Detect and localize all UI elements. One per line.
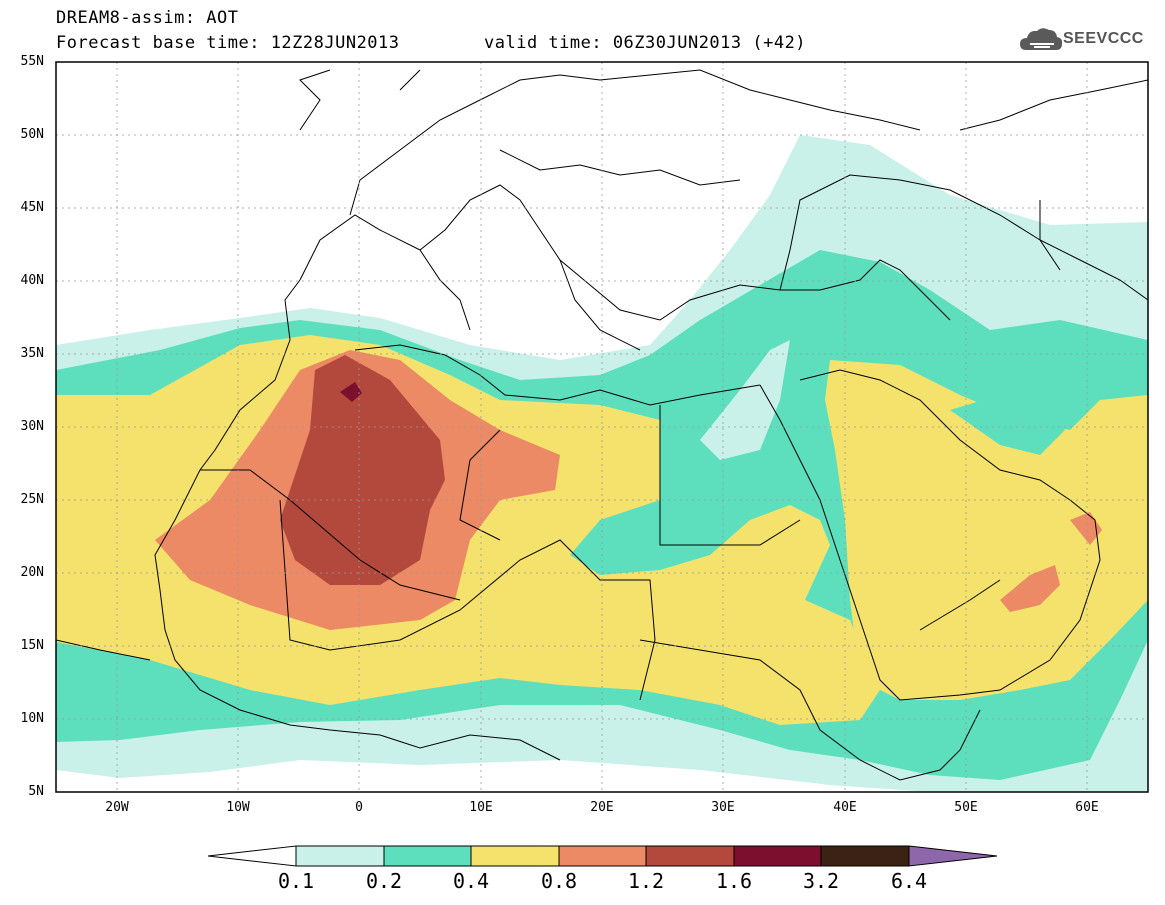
colorbar-label: 0.4 [452,869,490,893]
map-frame [55,61,1149,793]
aot-band-0.2-gulf [950,395,1065,455]
lon-label: 10E [469,800,493,815]
colorbar-label: 0.1 [277,869,315,893]
valid-time: valid time: 06Z30JUN2013 (+42) [484,33,807,53]
lat-label: 50N [20,127,44,142]
lat-label: 55N [20,54,44,69]
aot-band-0.8-oman [1000,565,1060,612]
lon-label: 10W [226,800,250,815]
country-borders [56,69,1148,781]
colorbar-label: 0.2 [365,869,403,893]
lon-label: 30E [711,800,735,815]
colorbar-label: 1.6 [715,869,753,893]
lat-label: 25N [20,492,44,507]
colorbar-swatch [820,845,910,867]
lat-label: 20N [20,565,44,580]
lat-label: 30N [20,419,44,434]
colorbar-arrow-high [908,845,998,867]
lon-label: 20W [105,800,129,815]
lon-label: 0 [355,800,363,815]
cloud-icon [1020,28,1063,50]
aot-field [56,135,1148,792]
lon-label: 40E [833,800,857,815]
colorbar-label: 0.8 [540,869,578,893]
aot-band-0.1-levant [700,340,790,460]
aot-band-1.6 [340,382,362,402]
colorbar-swatch [558,845,647,867]
colorbar-label: 3.2 [802,869,840,893]
colorbar-label: 6.4 [890,869,928,893]
aot-band-0.1-caspian [1000,250,1148,335]
colorbar-swatch [295,845,385,867]
lon-label: 50E [954,800,978,815]
lat-label: 35N [20,346,44,361]
aot-band-0.4-arabia [825,360,1148,700]
lon-label: 20E [590,800,614,815]
graticule [56,62,1148,792]
lat-label: 10N [20,711,44,726]
lat-label: 15N [20,638,44,653]
map-title: DREAM8-assim: AOT [56,8,239,28]
aot-band-0.8-oman2 [1070,512,1102,545]
colorbar-arrow-low [207,845,297,867]
colorbar-label: 1.2 [627,869,665,893]
colorbar-swatch [383,845,472,867]
colorbar-swatch [470,845,560,867]
lat-label: 40N [20,273,44,288]
forecast-base-time: Forecast base time: 12Z28JUN2013 [56,33,400,53]
lat-label: 5N [28,784,44,799]
aot-band-1.2 [280,355,445,585]
lat-label: 45N [20,200,44,215]
colorbar-swatch [645,845,735,867]
colorbar-swatch [733,845,822,867]
logo-text: SEEVCCC [1063,30,1144,47]
lon-label: 60E [1075,800,1099,815]
